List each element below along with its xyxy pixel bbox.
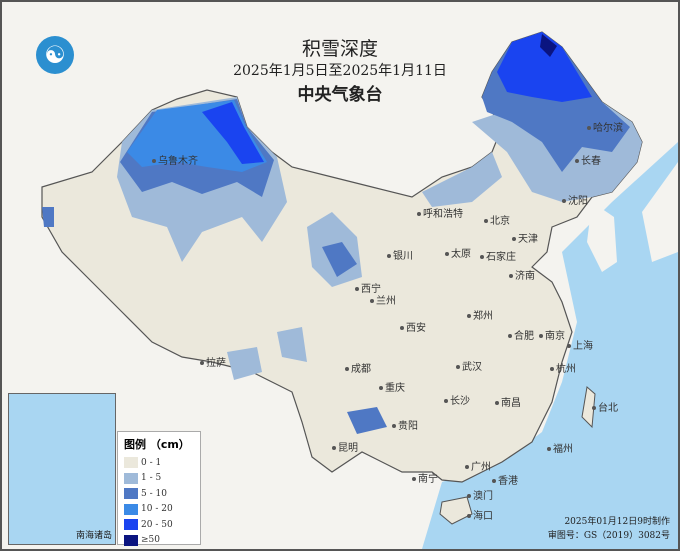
- made-time: 2025年01月12日9时制作: [564, 517, 670, 527]
- legend-label: 1 - 5: [141, 473, 162, 484]
- approval-number: 审图号：GS（2019）3082号: [547, 531, 670, 541]
- agency-name: 中央气象台: [297, 85, 383, 105]
- city-label: 上海: [567, 337, 593, 352]
- legend-label: ≥50: [141, 535, 160, 546]
- city-label: 北京: [484, 212, 510, 227]
- city-label: 呼和浩特: [417, 205, 463, 220]
- city-label: 香港: [492, 472, 518, 487]
- city-label: 太原: [445, 245, 471, 260]
- city-label: 杭州: [550, 360, 576, 375]
- city-label: 昆明: [332, 439, 358, 454]
- legend-item: 5 - 10: [124, 486, 194, 502]
- city-label: 西宁: [355, 280, 381, 295]
- city-label: 南昌: [495, 394, 521, 409]
- snow-inner-mongolia: [422, 152, 502, 207]
- city-label: 澳门: [467, 487, 493, 502]
- city-label: 西安: [400, 319, 426, 334]
- city-label: 南京: [539, 327, 565, 342]
- city-label: 成都: [345, 360, 371, 375]
- city-label: 福州: [547, 440, 573, 455]
- city-label: 拉萨: [200, 354, 226, 369]
- city-label: 南宁: [412, 470, 438, 485]
- city-label: 天津: [512, 230, 538, 245]
- snow-qinghai-mid: [322, 242, 357, 277]
- city-label: 台北: [592, 399, 618, 414]
- legend-item: ≥50: [124, 533, 194, 549]
- city-label: 沈阳: [562, 192, 588, 207]
- city-label: 乌鲁木齐: [152, 152, 198, 167]
- legend-item: 0 - 1: [124, 455, 194, 471]
- legend-label: 10 - 20: [141, 504, 173, 515]
- snow-northeast-deep: [497, 32, 592, 102]
- city-label: 长春: [575, 152, 601, 167]
- legend-item: 1 - 5: [124, 471, 194, 487]
- legend-swatch: [124, 488, 138, 500]
- city-label: 海口: [467, 507, 493, 522]
- legend-label: 5 - 10: [141, 488, 167, 499]
- snow-tibet: [227, 327, 307, 380]
- city-label: 郑州: [467, 307, 493, 322]
- city-label: 兰州: [370, 292, 396, 307]
- legend-swatch: [124, 472, 138, 484]
- legend-title: 图例 （cm）: [124, 438, 190, 451]
- legend: 图例 （cm） 0 - 1 1 - 5 5 - 10 10 - 20 20 - 50 ≥5…: [117, 431, 201, 546]
- date-range: 2025年1月5日至2025年1月11日: [233, 63, 447, 79]
- cma-logo-icon: ☯: [36, 36, 74, 74]
- city-label: 哈尔滨: [587, 119, 623, 134]
- city-label: 武汉: [456, 358, 482, 373]
- korea-japan-land: [587, 162, 678, 272]
- city-label: 银川: [387, 247, 413, 262]
- city-label: 合肥: [508, 327, 534, 342]
- snow-xinjiang-heavy: [202, 102, 264, 164]
- legend-item: 10 - 20: [124, 502, 194, 518]
- city-label: 长沙: [444, 392, 470, 407]
- city-label: 济南: [509, 267, 535, 282]
- legend-swatch: [124, 534, 138, 546]
- city-label: 石家庄: [480, 248, 516, 263]
- snow-guizhou: [347, 407, 387, 434]
- hainan: [439, 496, 473, 525]
- legend-item: 20 - 50: [124, 517, 194, 533]
- south-china-sea-inset: 南海诸岛: [8, 393, 116, 545]
- inset-label: 南海诸岛: [75, 531, 112, 541]
- legend-label: 0 - 1: [141, 457, 162, 468]
- snow-northeast-heavy: [540, 34, 557, 57]
- legend-swatch: [124, 519, 138, 531]
- map-title: 积雪深度: [301, 38, 378, 60]
- city-label: 重庆: [379, 379, 405, 394]
- legend-swatch: [124, 457, 138, 469]
- legend-label: 20 - 50: [141, 519, 173, 530]
- snow-west-patch: [42, 207, 54, 227]
- taiwan: [581, 386, 596, 429]
- city-label: 广州: [465, 458, 491, 473]
- legend-swatch: [124, 503, 138, 515]
- city-label: 贵阳: [392, 417, 418, 432]
- footer: 2025年01月12日9时制作 审图号：GS（2019）3082号: [548, 515, 670, 543]
